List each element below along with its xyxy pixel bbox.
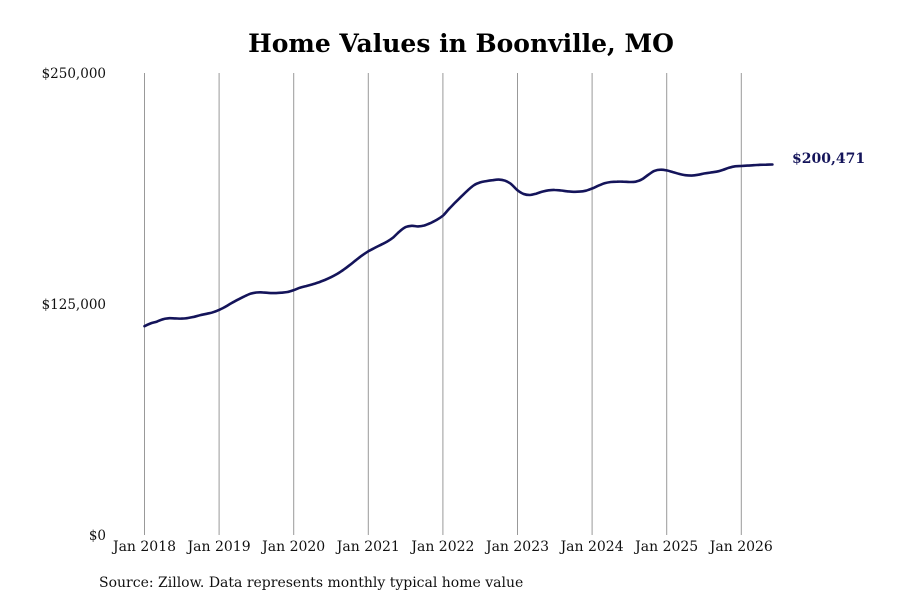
x-tick-label: Jan 2025 <box>633 539 698 555</box>
y-tick-label: $125,000 <box>42 297 106 313</box>
x-tick-label: Jan 2020 <box>260 539 325 555</box>
x-tick-label: Jan 2018 <box>111 539 176 555</box>
x-tick-label: Jan 2021 <box>335 539 400 555</box>
y-axis-ticks: $0 $125,000 $250,000 <box>42 66 106 544</box>
x-tick-label: Jan 2024 <box>559 539 624 555</box>
x-tick-label: Jan 2019 <box>186 539 251 555</box>
end-value-label: $200,471 <box>792 151 865 167</box>
source-note: Source: Zillow. Data represents monthly … <box>99 575 523 591</box>
x-tick-label: Jan 2022 <box>409 539 474 555</box>
x-axis-ticks: Jan 2018 Jan 2019 Jan 2020 Jan 2021 Jan 2022… <box>111 539 773 555</box>
y-tick-label: $0 <box>89 528 106 544</box>
home-value-line <box>143 163 774 328</box>
x-tick-label: Jan 2023 <box>484 539 549 555</box>
vertical-gridlines <box>144 73 742 535</box>
x-tick-label: Jan 2026 <box>708 539 773 555</box>
chart-title: Home Values in Boonville, MO <box>248 29 674 58</box>
y-tick-label: $250,000 <box>42 66 106 82</box>
